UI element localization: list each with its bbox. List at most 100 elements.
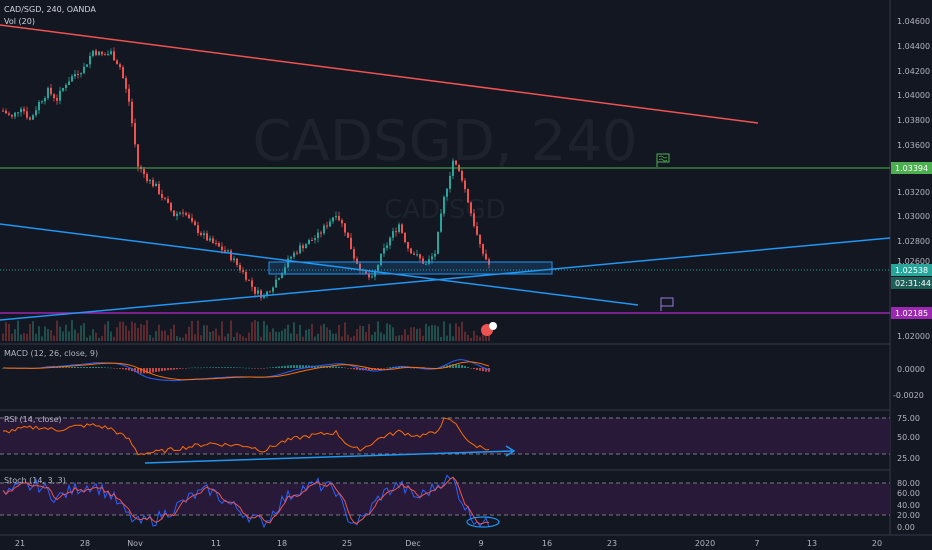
volume-bar: [188, 326, 190, 341]
macd-histogram-bar: [170, 368, 172, 370]
macd-histogram-bar: [155, 368, 157, 372]
volume-bar: [224, 336, 226, 341]
candle-body: [167, 198, 169, 203]
macd-histogram-bar: [410, 367, 412, 369]
candle-body: [194, 221, 196, 226]
volume-bar: [308, 329, 310, 341]
macd-histogram-bar: [485, 368, 487, 372]
candle-body: [230, 250, 232, 261]
stoch-tick: 40.00: [897, 501, 920, 510]
candle-body: [440, 213, 442, 232]
candle-body: [218, 243, 220, 247]
macd-histogram-bar: [92, 366, 94, 368]
macd-histogram-bar: [98, 366, 100, 368]
ascending-blue-trendline[interactable]: [0, 237, 891, 321]
descending-blue-trendline[interactable]: [0, 223, 639, 306]
candle-body: [56, 98, 58, 101]
stoch-d-line: [2, 476, 490, 525]
candle-body: [443, 196, 445, 214]
time-tick: 18: [277, 539, 287, 548]
candle-body: [320, 232, 322, 234]
macd-label: MACD (12, 26, close, 9): [4, 349, 98, 358]
time-tick: 2020: [695, 539, 715, 548]
macd-histogram-bar: [224, 367, 226, 368]
volume-bar: [164, 330, 166, 341]
price-tick: 1.04400: [897, 42, 930, 51]
volume-bar: [245, 337, 247, 341]
volume-bar: [398, 335, 400, 341]
volume-bar: [275, 331, 277, 341]
candle-body: [476, 226, 478, 235]
time-tick: 20: [872, 539, 882, 548]
candle-body: [371, 276, 373, 278]
volume-bar: [5, 322, 7, 341]
green-flag-icon[interactable]: [656, 153, 670, 167]
candle-body: [350, 237, 352, 250]
volume-bar: [107, 321, 109, 341]
price-axis[interactable]: 1.04600 1.04400 1.04200 1.04000 1.03800 …: [897, 17, 930, 341]
rsi-band: [0, 418, 890, 454]
time-tick: 13: [807, 539, 817, 548]
volume-bar: [20, 334, 22, 341]
support-price-badge: [891, 307, 932, 319]
candle-body: [326, 225, 328, 227]
volume-bar: [338, 324, 340, 341]
time-axis[interactable]: 21 28 Nov 11 18 25 Dec 9 16 23 2020 7 13…: [15, 539, 882, 548]
macd-histogram-bar: [251, 367, 253, 369]
volume-bar: [182, 337, 184, 341]
volume-bar: [68, 331, 70, 341]
macd-histogram-bar: [137, 368, 139, 373]
macd-histogram-bar: [386, 367, 388, 369]
volume-bar: [455, 323, 457, 341]
candle-body: [212, 238, 214, 244]
candle-body: [365, 269, 367, 274]
volume-bar: [389, 324, 391, 341]
candle-body: [89, 56, 91, 65]
purple-flag-icon[interactable]: [660, 297, 674, 311]
macd-histogram-bar: [188, 367, 190, 369]
macd-histogram-bar: [470, 368, 472, 369]
support-zone-rectangle[interactable]: [268, 261, 553, 275]
rsi-trendline[interactable]: [144, 450, 513, 464]
price-tick: 1.02800: [897, 237, 930, 246]
volume-bar: [251, 322, 253, 341]
candle-body: [356, 258, 358, 264]
price-tick: 1.03800: [897, 116, 930, 125]
candle-body: [482, 244, 484, 254]
volume-bar: [83, 323, 85, 341]
stoch-highlight-ellipse[interactable]: [466, 516, 500, 528]
macd-histogram-bar: [260, 368, 262, 369]
volume-bar: [290, 333, 292, 341]
rsi-tick: 50.00: [897, 433, 920, 442]
volume-bar: [242, 336, 244, 341]
event-badge-icon[interactable]: [481, 322, 497, 336]
volume-bar: [65, 324, 67, 341]
candle-body: [353, 249, 355, 259]
candle-body: [200, 232, 202, 236]
descending-resistance-trendline[interactable]: [0, 24, 759, 124]
macd-histogram-bar: [191, 367, 193, 369]
macd-histogram-bar: [266, 367, 268, 369]
volume-bar: [431, 325, 433, 341]
volume-bar: [458, 326, 460, 341]
candle-body: [344, 223, 346, 233]
watermark-symbol: CADSGD, 240: [252, 109, 637, 174]
candle-body: [131, 101, 133, 124]
candle-body: [398, 224, 400, 233]
price-tick: 1.04200: [897, 67, 930, 76]
candle-body: [20, 108, 22, 113]
candle-body: [236, 258, 238, 265]
macd-histogram-bar: [218, 367, 220, 368]
candle-body: [209, 238, 211, 241]
volume-bar: [131, 321, 133, 341]
candle-body: [380, 253, 382, 266]
volume-bar: [230, 320, 232, 341]
volume-bar: [374, 331, 376, 341]
candle-body: [41, 101, 43, 103]
candle-body: [158, 183, 160, 194]
candle-body: [221, 246, 223, 251]
volume-bar: [11, 333, 13, 341]
volume-bar: [284, 328, 286, 341]
candle-body: [260, 290, 262, 298]
